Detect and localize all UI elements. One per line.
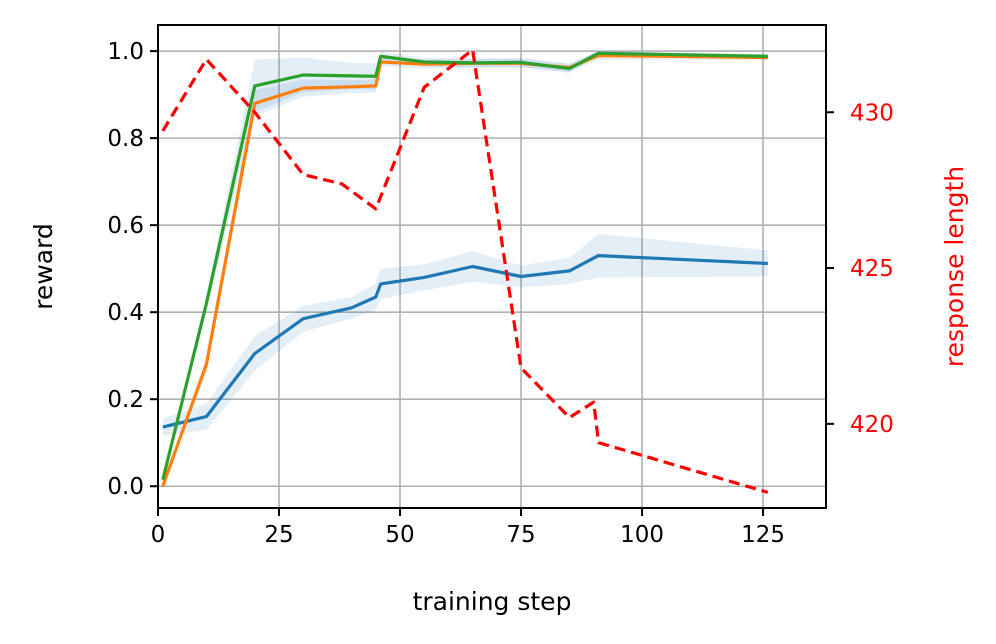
y-tick-label: 0.4 [107, 300, 144, 326]
plot-frame [157, 24, 827, 509]
series-line-1 [162, 254, 768, 429]
y-axis-label: reward [29, 223, 58, 310]
y-tick-label: 0.8 [107, 126, 144, 152]
x-tick-label: 25 [264, 522, 293, 548]
x-tick-label: 125 [741, 522, 785, 548]
series-line-3 [161, 51, 768, 481]
y-tick-label: 1.0 [107, 39, 144, 65]
x-tick-label: 0 [151, 522, 166, 548]
y-tick-label: 0.6 [107, 213, 144, 239]
ticks: 0 25 50 75 100 125 0.0 0.2 0.4 0.6 0.8 1.0 420 425 430 [107, 39, 893, 548]
x-tick-label: 50 [385, 522, 414, 548]
y-tick-label: 0.0 [107, 474, 144, 500]
x-tick-label: 100 [620, 522, 664, 548]
plot-border [157, 24, 827, 509]
bands [162, 51, 768, 487]
grid [157, 25, 826, 508]
y2-tick-label: 420 [850, 412, 894, 438]
y2-tick-label: 430 [850, 100, 894, 126]
y2-axis-label: response length [940, 166, 969, 367]
series-lines [161, 48, 769, 494]
series-line-4 [161, 48, 769, 494]
series-band-1 [162, 233, 768, 436]
y-tick-label: 0.2 [107, 387, 144, 413]
x-axis-label: training step [413, 587, 572, 616]
x-tick-label: 75 [506, 522, 535, 548]
y2-tick-label: 425 [850, 256, 894, 282]
